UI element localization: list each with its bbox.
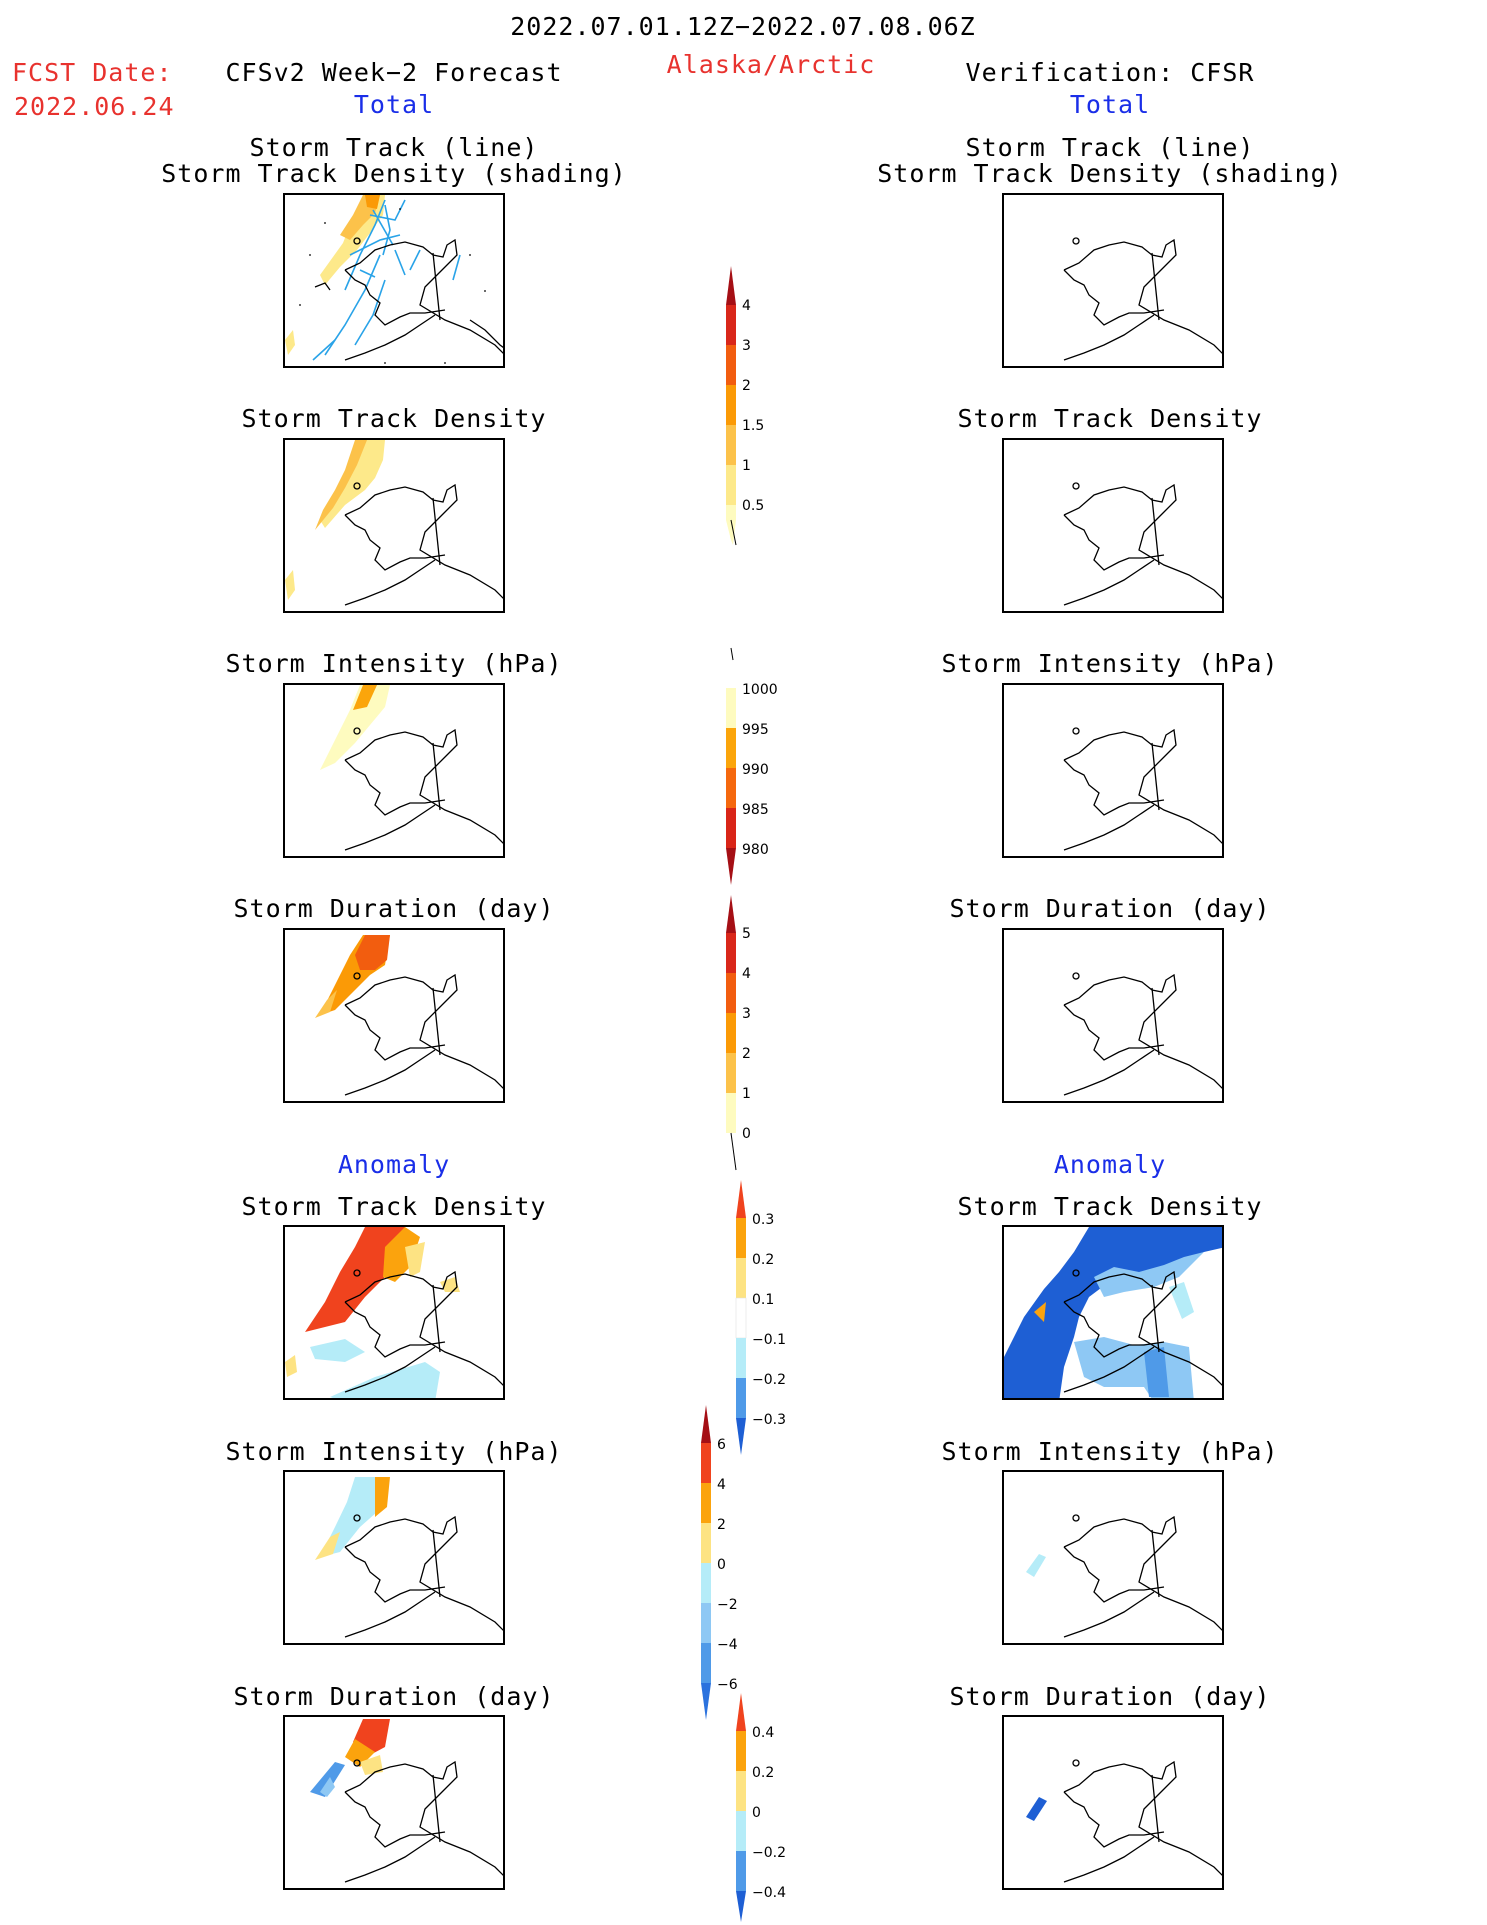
cb-duration-l5: 0 — [742, 1126, 751, 1142]
cb-intensity-l2: 990 — [742, 762, 769, 778]
cb-intensity-l0: 1000 — [742, 682, 778, 698]
cb-anom-duration-l4: −0.4 — [752, 1885, 786, 1901]
cb-intensity-l3: 985 — [742, 802, 769, 818]
cb-duration-l1: 4 — [742, 966, 751, 982]
total-label-right: Total — [1069, 90, 1151, 119]
cb-anom-density-l5: −0.3 — [752, 1412, 786, 1428]
right-track-line-title: Storm Track (line) — [965, 133, 1255, 162]
cb-density-l1: 3 — [742, 338, 751, 354]
map-verification-anom-density — [1002, 1225, 1224, 1400]
verification-duration-map — [1063, 972, 1222, 1096]
fcst-date-value: 2022.06.24 — [14, 92, 175, 121]
left-anom-duration-title: Storm Duration (day) — [233, 1682, 555, 1711]
map-verification-anom-intensity — [1002, 1470, 1224, 1645]
total-label-left: Total — [353, 90, 435, 119]
left-anom-density-title: Storm Track Density — [241, 1192, 547, 1221]
forecast-title: CFSv2 Week−2 Forecast — [225, 58, 563, 87]
cb-anom-duration-l1: 0.2 — [752, 1765, 774, 1781]
anomaly-label-left: Anomaly — [337, 1150, 451, 1179]
map-verification-duration — [1002, 928, 1224, 1103]
cb-density-l5: 0.5 — [742, 498, 764, 514]
cb-intensity-l4: 980 — [742, 842, 769, 858]
cb-anom-intensity-l3: 0 — [717, 1557, 726, 1573]
cb-anom-intensity-l1: 4 — [717, 1477, 726, 1493]
cb-anom-intensity-l2: 2 — [717, 1517, 726, 1533]
map-forecast-anom-intensity — [283, 1470, 505, 1645]
left-track-line-title: Storm Track (line) — [249, 133, 539, 162]
map-forecast-duration — [283, 928, 505, 1103]
colorbar-intensity: 1000 995 990 985 980 — [726, 647, 778, 885]
map-verification-track-line — [1002, 193, 1224, 368]
fcst-date-label: FCST Date: — [12, 58, 173, 87]
forecast-anom-duration-map — [310, 1719, 503, 1883]
colorbar-density: 4 3 2 1.5 1 0.5 — [726, 266, 764, 546]
colorbar-intensity-anomaly: 6 4 2 0 −2 −4 −6 — [701, 1405, 738, 1720]
map-forecast-track-density — [283, 438, 505, 613]
map-verification-track-density — [1002, 438, 1224, 613]
cb-anom-duration-l0: 0.4 — [752, 1725, 774, 1741]
map-forecast-track-line — [283, 193, 505, 368]
verification-title: Verification: CFSR — [965, 58, 1255, 87]
right-track-shading-title: Storm Track Density (shading) — [877, 159, 1343, 188]
verification-anom-duration-map — [1026, 1759, 1222, 1883]
right-anom-intensity-title: Storm Intensity (hPa) — [941, 1437, 1279, 1466]
forecast-track-map — [285, 195, 503, 364]
cb-anom-duration-l3: −0.2 — [752, 1845, 786, 1861]
cb-density-l4: 1 — [742, 458, 751, 474]
region-title: Alaska/Arctic — [666, 50, 876, 79]
verification-intensity-map — [1063, 727, 1222, 851]
colorbar-duration-anomaly: 0.4 0.2 0 −0.2 −0.4 — [736, 1693, 786, 1922]
cb-duration-l4: 1 — [742, 1086, 751, 1102]
date-range-title: 2022.07.01.12Z−2022.07.08.06Z — [510, 12, 976, 41]
left-anom-intensity-title: Storm Intensity (hPa) — [225, 1437, 563, 1466]
colorbar-density-anomaly: 0.3 0.2 0.1 −0.1 −0.2 −0.3 — [735, 1180, 786, 1455]
right-density-title: Storm Track Density — [957, 404, 1263, 433]
cb-intensity-l1: 995 — [742, 722, 769, 738]
forecast-anom-intensity-map — [315, 1477, 503, 1638]
map-verification-intensity — [1002, 683, 1224, 858]
cb-anom-intensity-l0: 6 — [717, 1437, 726, 1453]
left-track-shading-title: Storm Track Density (shading) — [161, 159, 627, 188]
forecast-intensity-map — [320, 685, 503, 851]
right-anom-density-title: Storm Track Density — [957, 1192, 1263, 1221]
cb-anom-density-l2: 0.1 — [752, 1292, 774, 1308]
cb-duration-l3: 2 — [742, 1046, 751, 1062]
verification-track-map — [1063, 237, 1222, 361]
cb-anom-density-l3: −0.1 — [752, 1332, 786, 1348]
cb-duration-l2: 3 — [742, 1006, 751, 1022]
verification-anom-intensity-map — [1026, 1514, 1222, 1638]
map-forecast-anom-density — [283, 1225, 505, 1400]
cb-duration-l0: 5 — [742, 926, 751, 942]
cb-anom-intensity-l6: −6 — [717, 1677, 738, 1693]
verification-density-map — [1063, 482, 1222, 606]
map-forecast-anom-duration — [283, 1715, 505, 1890]
cb-anom-intensity-l5: −4 — [717, 1637, 738, 1653]
colorbar-duration: 5 4 3 2 1 0 — [726, 895, 751, 1171]
cb-density-l2: 2 — [742, 378, 751, 394]
right-intensity-title: Storm Intensity (hPa) — [941, 649, 1279, 678]
left-density-title: Storm Track Density — [241, 404, 547, 433]
cb-anom-density-l4: −0.2 — [752, 1372, 786, 1388]
cb-density-l3: 1.5 — [742, 418, 764, 434]
left-duration-title: Storm Duration (day) — [233, 894, 555, 923]
left-intensity-title: Storm Intensity (hPa) — [225, 649, 563, 678]
anomaly-label-right: Anomaly — [1053, 1150, 1167, 1179]
forecast-duration-map — [315, 935, 503, 1096]
right-duration-title: Storm Duration (day) — [949, 894, 1271, 923]
right-anom-duration-title: Storm Duration (day) — [949, 1682, 1271, 1711]
cb-anom-density-l0: 0.3 — [752, 1212, 774, 1228]
verification-anom-density-map — [1004, 1227, 1222, 1398]
cb-anom-duration-l2: 0 — [752, 1805, 761, 1821]
map-forecast-intensity — [283, 683, 505, 858]
cb-anom-intensity-l4: −2 — [717, 1597, 738, 1613]
cb-density-l0: 4 — [742, 298, 751, 314]
cb-anom-density-l1: 0.2 — [752, 1252, 774, 1268]
forecast-density-map — [285, 440, 503, 606]
forecast-anom-density-map — [285, 1227, 503, 1398]
map-verification-anom-duration — [1002, 1715, 1224, 1890]
